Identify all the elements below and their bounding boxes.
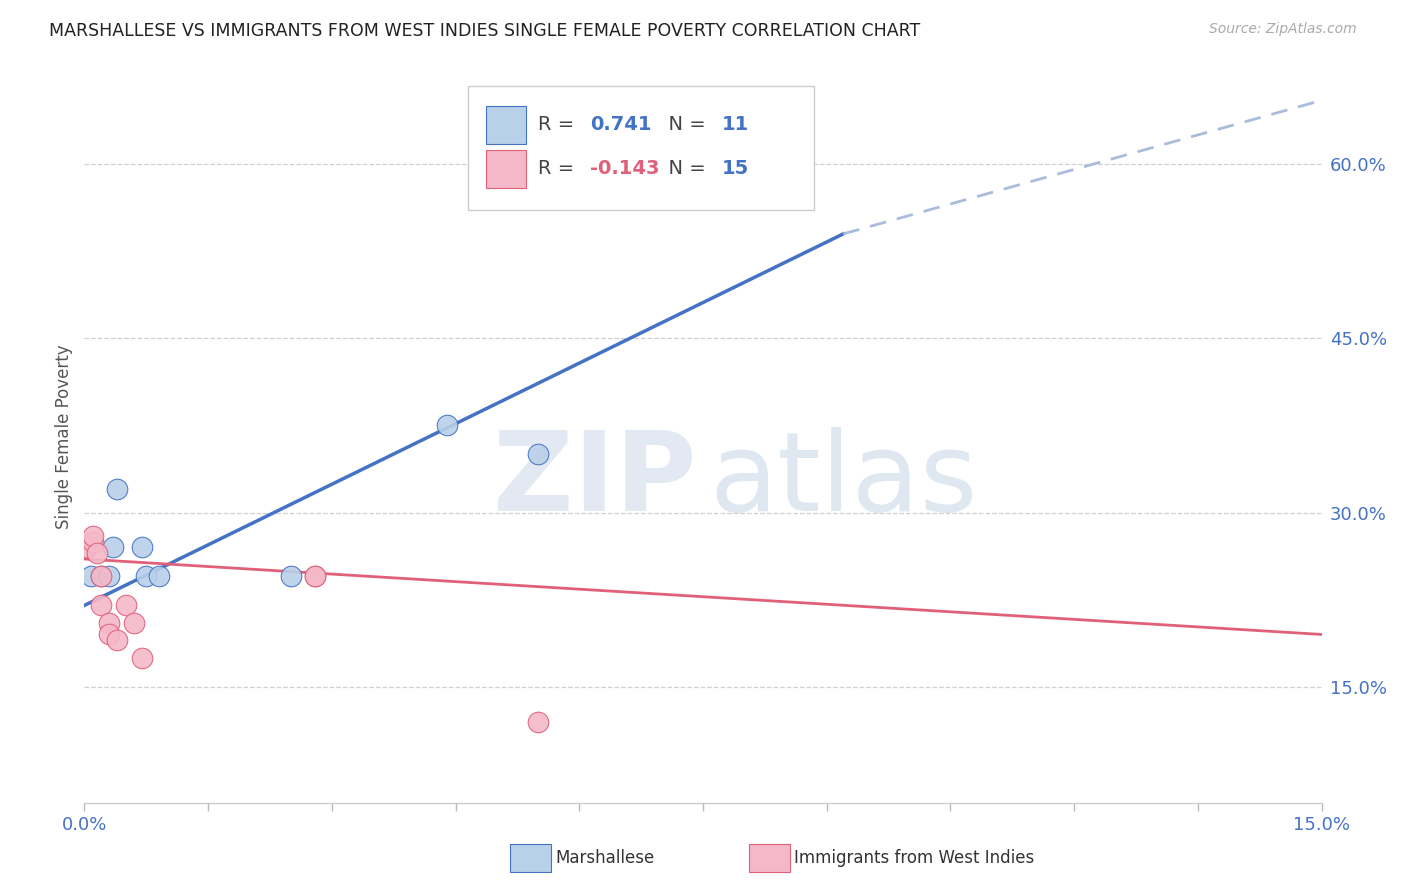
Text: Immigrants from West Indies: Immigrants from West Indies [794, 849, 1035, 867]
Point [105, 483, 128, 497]
Point [527, 714, 550, 729]
Text: 15: 15 [721, 159, 749, 178]
Point [304, 569, 326, 583]
Point [82, 534, 104, 549]
Text: Source: ZipAtlas.com: Source: ZipAtlas.com [1209, 22, 1357, 37]
Point [90, 599, 112, 613]
Text: Marshallese: Marshallese [555, 849, 655, 867]
Point [90, 569, 112, 583]
Point [135, 569, 157, 583]
Text: -0.143: -0.143 [591, 159, 659, 178]
FancyBboxPatch shape [486, 150, 526, 187]
Point [131, 541, 153, 555]
Point [98, 569, 121, 583]
Point [98, 615, 121, 630]
Point [103, 541, 125, 555]
Text: ZIP: ZIP [494, 427, 697, 534]
Point [527, 448, 550, 462]
Point [76, 541, 98, 555]
FancyBboxPatch shape [486, 106, 526, 144]
Point [304, 569, 326, 583]
Point [436, 418, 458, 433]
Point [280, 569, 302, 583]
Point [82, 529, 104, 543]
Text: MARSHALLESE VS IMMIGRANTS FROM WEST INDIES SINGLE FEMALE POVERTY CORRELATION CHA: MARSHALLESE VS IMMIGRANTS FROM WEST INDI… [49, 22, 921, 40]
Point [80, 569, 103, 583]
Point [105, 633, 128, 648]
Y-axis label: Single Female Poverty: Single Female Poverty [55, 345, 73, 529]
Point [114, 599, 136, 613]
Point [122, 615, 145, 630]
Point [131, 650, 153, 665]
Text: N =: N = [657, 159, 711, 178]
Point [90, 569, 112, 583]
Text: N =: N = [657, 115, 711, 135]
Text: 0.741: 0.741 [591, 115, 652, 135]
Point [98, 627, 121, 641]
Text: 11: 11 [721, 115, 749, 135]
Point [86, 546, 108, 560]
FancyBboxPatch shape [468, 86, 814, 211]
Text: R =: R = [538, 159, 581, 178]
Point [148, 569, 170, 583]
Text: atlas: atlas [709, 427, 977, 534]
Text: R =: R = [538, 115, 581, 135]
